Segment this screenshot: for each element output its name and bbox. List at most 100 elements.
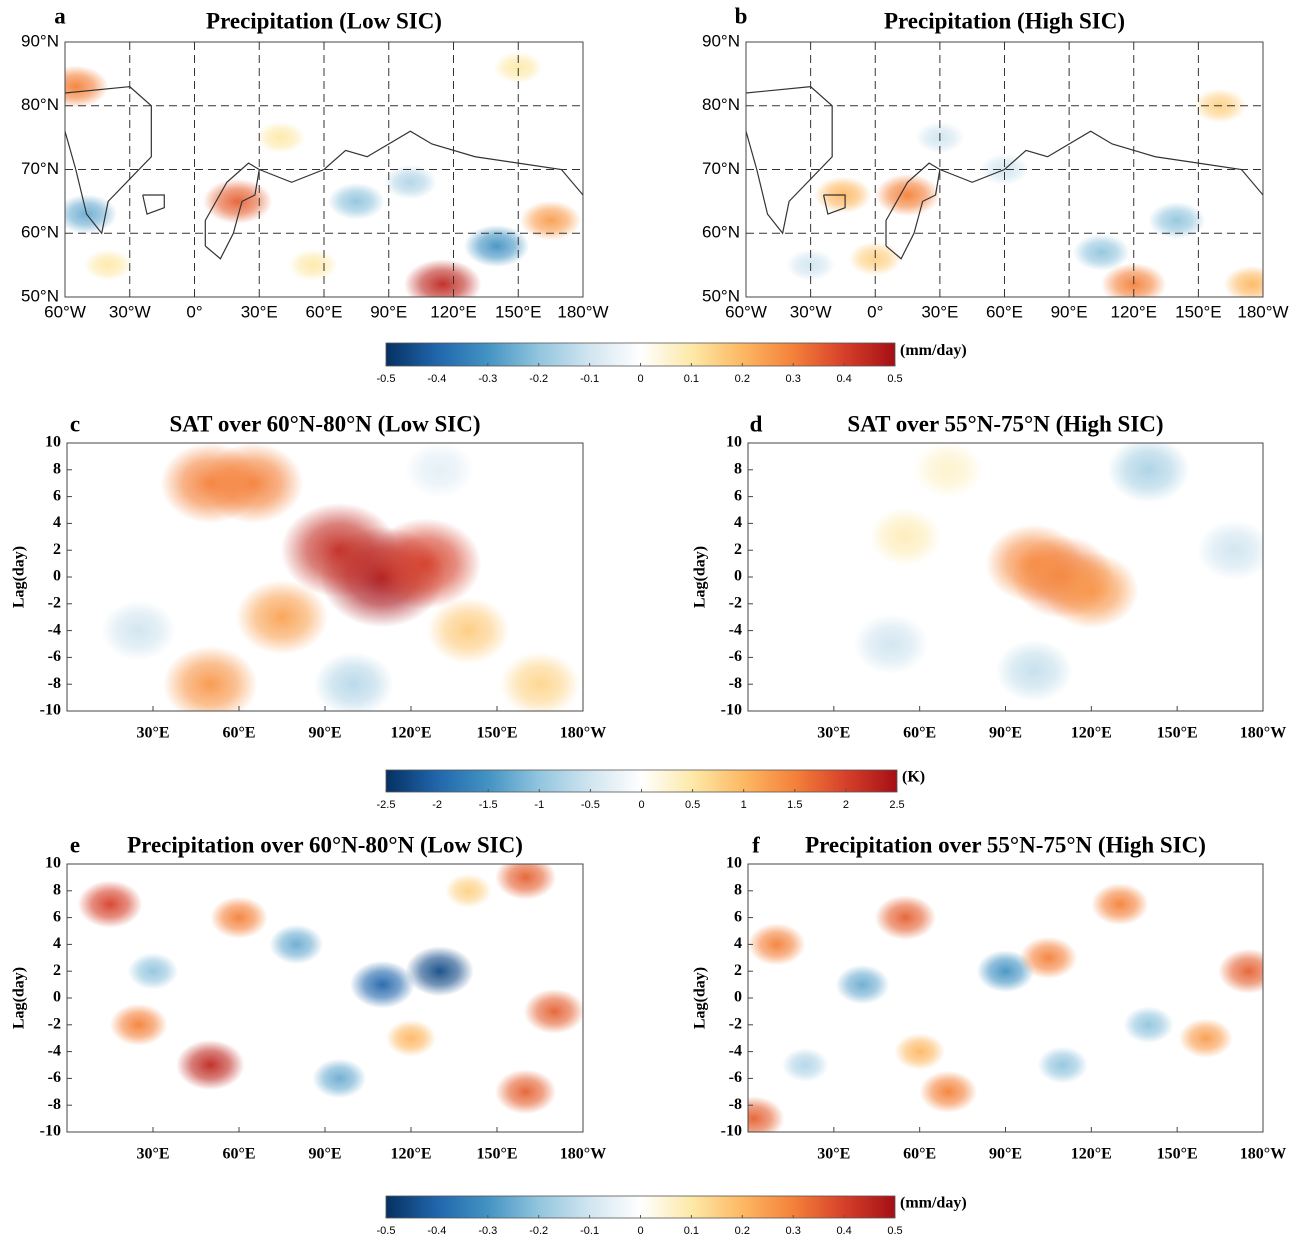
panel-title: Precipitation (Low SIC) [206,8,442,33]
coastline [65,86,152,235]
anomaly [280,502,398,598]
y-tick-label: -6 [48,648,61,665]
anomaly [913,443,984,499]
field [77,864,583,1115]
colorbar-tick-label: -2.5 [377,799,396,811]
anomaly [495,864,557,900]
x-tick-label: 120°E [390,725,431,742]
y-tick-label: -10 [40,702,61,719]
anomaly [874,895,936,941]
plot-frame [747,863,1264,1133]
y-tick-label: 50°N [21,286,59,305]
coastline [204,162,260,260]
anomaly [1091,883,1149,926]
x-tick-label: 90°E [308,725,341,742]
x-tick-label: 60°W [44,302,86,321]
colorbar-tick-label: 0.2 [735,1225,750,1237]
x-tick-label: 150°E [476,1146,517,1163]
y-tick-label: -4 [48,1042,61,1059]
y-tick-label: -6 [48,1069,61,1086]
x-tick-label: 120°E [1071,725,1112,742]
x-tick-label: 120°E [1071,1146,1112,1163]
x-tick-label: 30°E [241,302,278,321]
y-tick-label: 10 [726,434,742,451]
anomaly [385,1019,437,1057]
colorbar-tick-label: -1.5 [479,799,498,811]
y-tick-label: 70°N [21,159,59,178]
y-tick-label: -8 [729,1096,742,1113]
anomaly [83,249,133,281]
anomaly [427,597,510,664]
anomaly [369,518,482,609]
panel-label: a [54,3,66,28]
anomaly [869,507,942,567]
x-tick-label: 150°E [1175,302,1222,321]
y-tick-label: -6 [729,648,742,665]
x-tick-label: 180°W [560,725,606,742]
x-tick-label: 60°E [903,1146,936,1163]
y-tick-label: 80°N [21,95,59,114]
x-tick-label: 90°E [989,1146,1022,1163]
panel-label: b [735,3,748,28]
colorbar-tick-label: -0.5 [377,1225,396,1237]
panel-label: c [70,411,80,436]
y-tick-label: -2 [729,594,742,611]
coastline [746,86,833,235]
y-tick-label: 90°N [21,31,59,50]
x-tick-label: 90°E [1051,302,1088,321]
anomaly [444,873,492,908]
anomaly [853,613,929,675]
anomaly [256,121,306,154]
anomaly [495,1069,557,1115]
anomaly [176,1039,245,1091]
anomaly [202,178,273,224]
y-tick-label: 0 [734,568,742,585]
y-tick-label: -2 [48,1015,61,1032]
colorbar-tick-label: 0.3 [786,1225,801,1237]
panel: 60°W 30°W 0° 30°E 60°E 90°E 120°E 150°E 180°W 50°… [21,3,609,321]
y-tick-label: 50°N [702,286,740,305]
x-tick-label: 180°W [1240,725,1286,742]
panel-title: Precipitation (High SIC) [884,8,1125,33]
y-tick-label: 8 [734,460,742,477]
x-tick-label: 30°W [790,302,832,321]
x-tick-label: 60°E [986,302,1023,321]
anomaly [210,896,268,939]
y-tick-label: 2 [53,541,61,558]
anomaly [288,249,338,281]
colorbar-tick-label: -0.3 [478,373,497,385]
colorbar [385,342,896,367]
anomaly [1218,948,1263,994]
anomaly [1148,202,1206,239]
y-tick-label: 4 [734,514,742,531]
anomaly [1196,519,1263,581]
x-tick-label: 30°E [136,725,169,742]
x-tick-label: 90°E [370,302,407,321]
x-tick-label: 150°E [476,725,517,742]
colorbar-tick-label: 0.2 [735,373,750,385]
y-tick-label: 60°N [702,223,740,242]
x-tick-label: 180°W [557,302,608,321]
anomaly [894,1033,945,1071]
y-tick-label: 6 [734,487,742,504]
coastline [885,162,941,260]
panel-title: Precipitation over 60°N-80°N (Low SIC) [127,832,523,857]
anomaly [1178,1018,1233,1058]
y-tick-label: 6 [734,908,742,925]
panel: 30°E 60°E 90°E 120°E 150°E 180°W -10 -8 -6 -4 -2 0 2… [11,832,607,1162]
colorbar-tick-label: 0.5 [685,799,700,811]
y-tick-label: -10 [40,1123,61,1140]
colorbar-unit: (K) [902,769,925,786]
field [748,883,1263,1132]
anomaly [162,645,258,711]
anomaly [1043,552,1139,629]
y-tick-label: 8 [734,881,742,898]
x-tick-label: 60°E [305,302,342,321]
x-tick-label: 150°E [1157,1146,1198,1163]
y-tick-label: -4 [729,1042,742,1059]
anomaly [520,200,582,241]
coastline [939,130,1263,196]
y-tick-label: 70°N [702,159,740,178]
coastline [142,194,165,215]
